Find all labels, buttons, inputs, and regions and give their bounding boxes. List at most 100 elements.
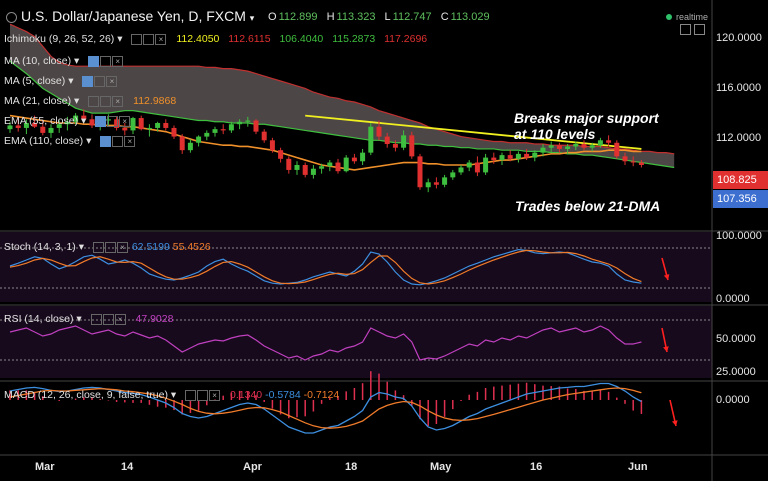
eye-icon[interactable] [88, 55, 100, 67]
candle-body [114, 119, 120, 128]
candle-body [179, 136, 185, 151]
ema110-legend[interactable]: EMA (110, close) ▾ × [4, 135, 136, 147]
eye-icon[interactable] [90, 313, 102, 325]
ichimoku-value-2: 112.6115 [228, 33, 271, 45]
eye-icon[interactable] [92, 241, 104, 253]
eye-icon[interactable] [82, 75, 94, 87]
close-icon[interactable]: × [112, 95, 124, 107]
close-icon[interactable]: × [124, 135, 136, 147]
close-icon[interactable]: × [114, 313, 126, 325]
candle-body [237, 121, 243, 125]
candle-body [491, 157, 497, 161]
gear-icon[interactable] [112, 135, 124, 147]
macd-legend[interactable]: MACD (12, 26, close, 9, false, true) ▾ ×… [4, 389, 339, 401]
ma5-label: MA (5, close) [4, 75, 66, 87]
ichimoku-cloud [10, 24, 675, 168]
ohlc-readout: O 112.899 H 113.323 L 112.747 C 113.029 [262, 11, 490, 23]
x-tick-16: 16 [530, 461, 543, 473]
close-icon[interactable]: × [155, 33, 167, 45]
chevron-down-icon[interactable]: ▾ [78, 241, 84, 253]
gear-icon[interactable] [100, 95, 112, 107]
candle-body [122, 127, 128, 131]
candle-body [64, 121, 70, 125]
candle-body [474, 162, 480, 173]
macd-hist-value: 0.1340 [230, 389, 263, 401]
close-icon[interactable]: × [116, 241, 128, 253]
chart-title-text: U.S. Dollar/Japanese Yen, D, FXCM [21, 8, 246, 24]
chevron-down-icon[interactable]: ▾ [86, 135, 92, 147]
realtime-label: realtime [676, 12, 709, 22]
eye-icon[interactable] [185, 389, 197, 401]
candle-body [638, 162, 644, 165]
realtime-dot-icon [666, 14, 672, 20]
candle-body [335, 162, 341, 172]
gear-icon[interactable] [102, 313, 114, 325]
rsi-label: RSI (14, close) [4, 313, 74, 325]
chevron-down-icon[interactable]: ▾ [74, 95, 80, 107]
maximize-icon[interactable] [680, 24, 691, 35]
eye-icon[interactable] [95, 115, 107, 127]
rsi-panel-bg [0, 306, 712, 378]
gear-icon[interactable] [104, 241, 116, 253]
eye-icon[interactable] [88, 95, 100, 107]
last-price-label: 108.825 [717, 174, 757, 186]
chevron-down-icon[interactable]: ▾ [74, 55, 80, 67]
candle-body [499, 155, 505, 161]
eye-icon[interactable] [100, 135, 112, 147]
candle-body [302, 165, 308, 175]
candle-body [614, 142, 620, 157]
candle-body [253, 120, 259, 132]
candle-body [204, 132, 210, 137]
chevron-down-icon[interactable]: ▾ [249, 13, 255, 23]
stoch-legend[interactable]: Stoch (14, 3, 1) ▾ × 62.5199 55.4526 [4, 241, 211, 253]
ichimoku-legend[interactable]: Ichimoku (9, 26, 52, 26) ▾ × 112.4050 11… [4, 33, 427, 45]
candle-body [417, 156, 423, 188]
eye-icon[interactable] [131, 33, 143, 45]
gear-icon[interactable] [197, 389, 209, 401]
candle-body [171, 127, 177, 137]
gear-icon[interactable] [100, 55, 112, 67]
candle-body [81, 115, 87, 120]
gear-icon[interactable] [107, 115, 119, 127]
close-icon[interactable]: × [209, 389, 221, 401]
ma10-legend[interactable]: MA (10, close) ▾ × [4, 55, 124, 67]
chevron-down-icon[interactable]: ▾ [68, 75, 74, 87]
close-icon[interactable]: × [106, 75, 118, 87]
close-icon[interactable]: × [112, 55, 124, 67]
chevron-down-icon[interactable]: ▾ [117, 33, 123, 45]
macd-signal-value: -0.7124 [303, 389, 340, 401]
chevron-down-icon[interactable]: ▾ [81, 115, 87, 127]
ma21-legend[interactable]: MA (21, close) ▾ × 112.9868 [4, 95, 176, 107]
stoch-tick-100: 100.0000 [716, 230, 762, 242]
price-tick-112: 112.0000 [716, 132, 762, 144]
rsi-down-arrow-head [663, 346, 669, 352]
candle-body [507, 155, 513, 159]
settings-icon[interactable] [694, 24, 705, 35]
stoch-k-value: 62.5199 [131, 241, 170, 253]
candle-body [212, 129, 218, 133]
candle-body [278, 150, 284, 159]
candle-body [146, 127, 152, 130]
candle-body [360, 152, 366, 162]
gear-icon[interactable] [143, 33, 155, 45]
x-tick-18: 18 [345, 461, 358, 473]
candle-body [319, 166, 325, 169]
x-tick-apr: Apr [243, 461, 262, 473]
chart-title[interactable]: U.S. Dollar/Japanese Yen, D, FXCM ▾ [6, 8, 254, 24]
candle-body [130, 118, 136, 131]
chevron-down-icon[interactable]: ▾ [76, 313, 82, 325]
close-icon[interactable]: × [119, 115, 131, 127]
realtime-indicator: realtime [666, 12, 708, 22]
candle-body [40, 126, 46, 133]
gear-icon[interactable] [94, 75, 106, 87]
ema55-legend[interactable]: EMA (55, close) ▾ × [4, 115, 131, 127]
annotation-support: Breaks major support at 110 levels [514, 110, 659, 142]
candle-body [286, 158, 292, 170]
chevron-down-icon[interactable]: ▾ [170, 389, 177, 401]
annotation-dma: Trades below 21-DMA [515, 198, 661, 214]
ma5-legend[interactable]: MA (5, close) ▾ × [4, 75, 118, 87]
ema55-label: EMA (55, close) [4, 115, 79, 127]
macd-tick-0: 0.0000 [716, 394, 750, 406]
rsi-legend[interactable]: RSI (14, close) ▾ × 47.9028 [4, 313, 173, 325]
